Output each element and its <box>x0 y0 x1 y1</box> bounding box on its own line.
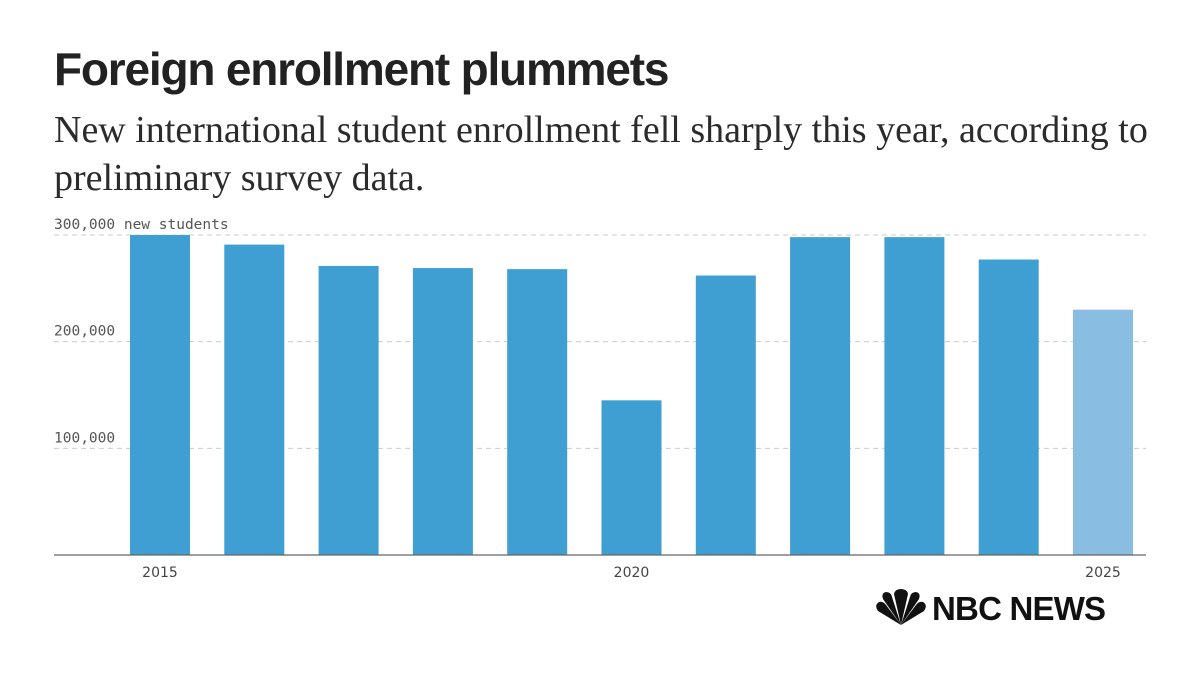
nbc-news-logo: NBC NEWS <box>874 588 1106 628</box>
x-tick-label: 2015 <box>142 565 178 581</box>
bar-2023 <box>884 237 945 555</box>
bar-2024 <box>978 259 1039 555</box>
bar-2019 <box>507 269 568 555</box>
bar-2015 <box>130 235 190 555</box>
bars <box>130 235 1133 555</box>
bar-2022 <box>790 237 851 555</box>
peacock-icon <box>876 589 926 625</box>
y-tick-label: 200,000 <box>54 324 115 340</box>
y-tick-label: 100,000 <box>54 430 115 446</box>
x-tick-label: 2020 <box>614 565 650 581</box>
y-tick-label: 300,000 new students <box>54 217 229 233</box>
chart-title: Foreign enrollment plummets <box>54 43 669 95</box>
bar-2025 <box>1073 309 1133 555</box>
logo-text: NBC NEWS <box>932 589 1106 627</box>
x-tick-label: 2025 <box>1085 565 1121 581</box>
bar-2016 <box>224 244 285 555</box>
bar-2017 <box>318 265 379 555</box>
chart-subtitle: New international student enrollment fel… <box>54 109 1148 199</box>
axes: 100,000 200,000 300,000 new students 2015 20… <box>54 217 1146 581</box>
bar-2021 <box>695 275 756 555</box>
bar-2018 <box>412 268 473 555</box>
bar-2020 <box>601 400 662 555</box>
